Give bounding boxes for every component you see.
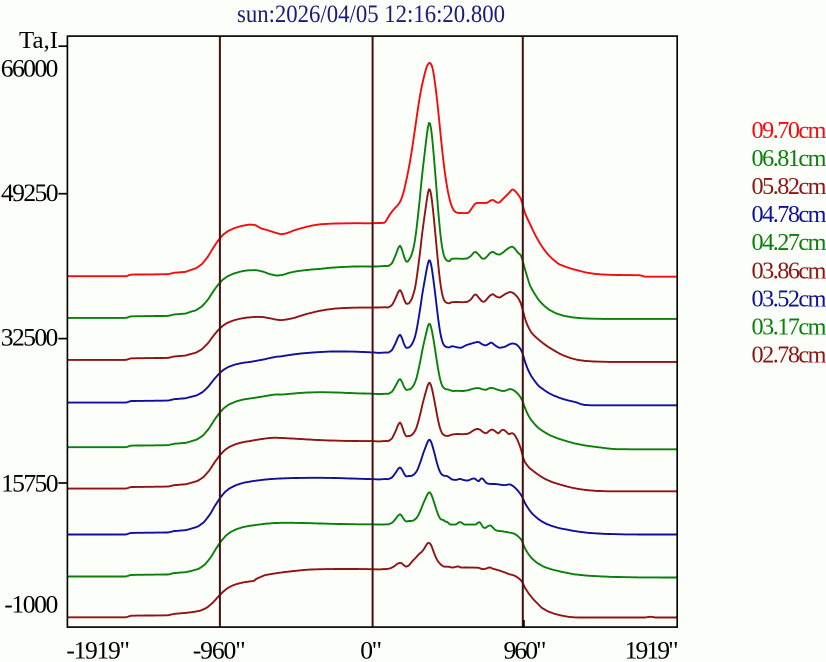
- svg-text:03.86cm: 03.86cm: [752, 257, 826, 284]
- svg-text:1919": 1919": [625, 636, 679, 662]
- svg-text:66000: 66000: [1, 53, 59, 82]
- svg-text:09.70cm: 09.70cm: [752, 117, 826, 144]
- svg-text:32500: 32500: [1, 322, 59, 351]
- svg-text:02.78cm: 02.78cm: [752, 342, 826, 369]
- svg-text:04.78cm: 04.78cm: [752, 201, 826, 228]
- svg-text:sun:2026/04/05 12:16:20.800: sun:2026/04/05 12:16:20.800: [237, 0, 505, 28]
- svg-text:49250: 49250: [1, 178, 59, 207]
- svg-text:-960": -960": [193, 636, 246, 662]
- svg-text:04.27cm: 04.27cm: [752, 229, 826, 256]
- svg-text:-1919": -1919": [66, 636, 129, 662]
- svg-text:15750: 15750: [1, 469, 59, 498]
- svg-text:-1000: -1000: [4, 589, 58, 618]
- svg-text:960": 960": [504, 636, 547, 662]
- svg-text:05.82cm: 05.82cm: [752, 173, 826, 200]
- svg-text:0": 0": [360, 636, 382, 662]
- svg-text:03.52cm: 03.52cm: [752, 285, 826, 312]
- svg-text:Ta,I: Ta,I: [19, 27, 58, 54]
- svg-text:06.81cm: 06.81cm: [752, 145, 826, 172]
- svg-text:03.17cm: 03.17cm: [752, 314, 826, 341]
